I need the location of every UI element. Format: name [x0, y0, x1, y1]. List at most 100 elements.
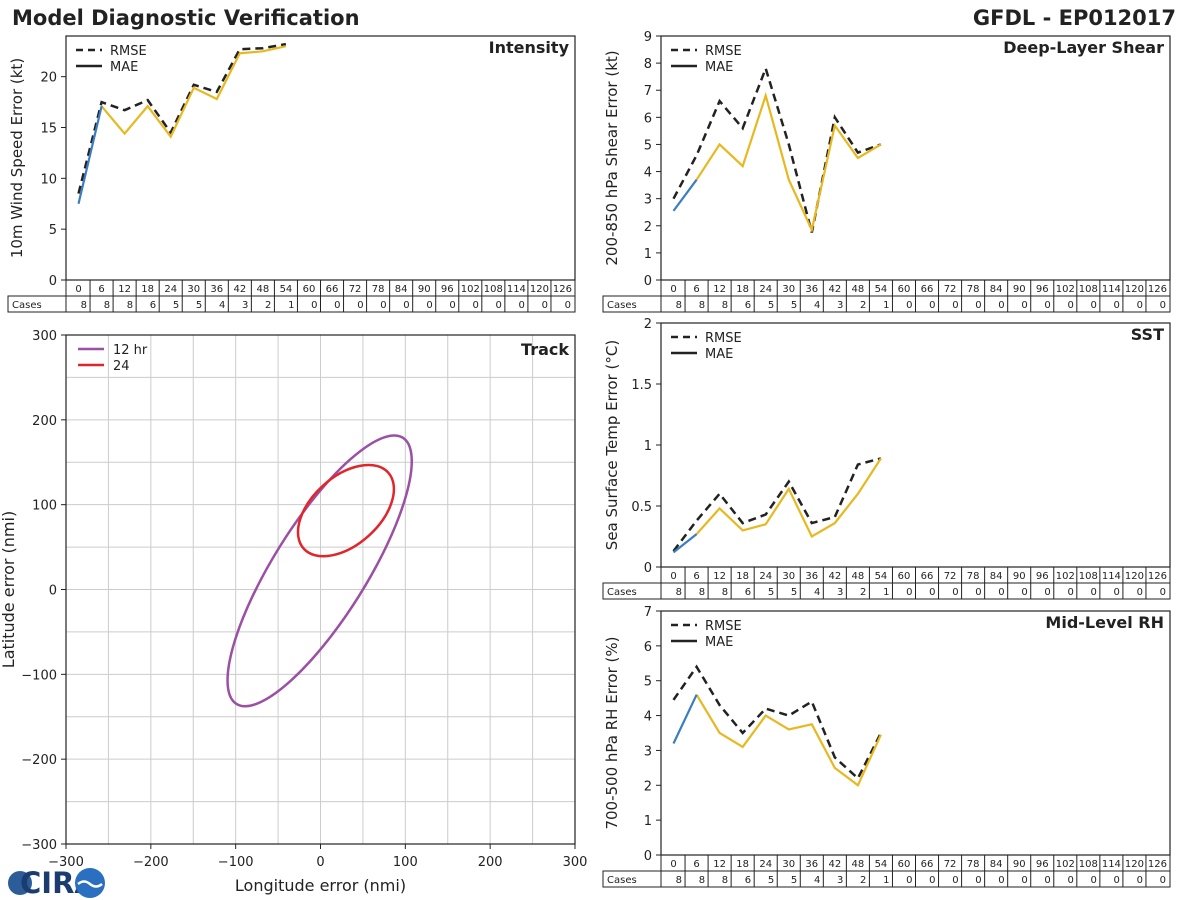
panel-title: Track [521, 340, 569, 359]
forecast-hour: 90 [1013, 571, 1026, 582]
case-count: 4 [814, 300, 820, 311]
forecast-hour: 102 [461, 284, 480, 295]
y-tick-label: −100 [21, 668, 57, 683]
y-tick-label: 1 [644, 247, 652, 262]
forecast-hour: 18 [736, 571, 749, 582]
forecast-hour: 42 [828, 571, 841, 582]
y-tick-label: 1 [644, 814, 652, 829]
y-tick-label: 10 [40, 172, 57, 187]
y-tick-label: 0 [644, 849, 652, 864]
y-tick-label: 0 [644, 274, 652, 289]
y-tick-label: 0.5 [631, 500, 652, 515]
forecast-hour: 48 [852, 859, 865, 870]
case-count: 0 [1160, 875, 1166, 886]
legend-mae-label: MAE [705, 60, 733, 75]
forecast-hour: 0 [75, 284, 81, 295]
case-count: 8 [699, 300, 705, 311]
forecast-hour: 102 [1056, 571, 1075, 582]
x-tick-label: −200 [133, 855, 169, 870]
case-count: 0 [1021, 300, 1027, 311]
case-count: 6 [150, 300, 156, 311]
forecast-hour: 120 [1125, 284, 1144, 295]
forecast-hour: 78 [967, 859, 980, 870]
legend-mae-label: MAE [705, 635, 733, 650]
logo-globe-icon [8, 871, 32, 895]
plot-frame [660, 35, 1171, 281]
y-tick-label: 2 [644, 317, 652, 332]
y-tick-label: 3 [644, 744, 652, 759]
case-count: 0 [1090, 300, 1096, 311]
legend-rmse-label: RMSE [110, 44, 147, 59]
case-count: 8 [722, 587, 728, 598]
y-tick-label: 6 [644, 640, 652, 655]
case-count: 8 [676, 300, 682, 311]
forecast-hour: 36 [805, 859, 818, 870]
forecast-hour: 42 [828, 284, 841, 295]
case-count: 0 [1114, 875, 1120, 886]
forecast-hour: 54 [280, 284, 293, 295]
forecast-hour: 78 [967, 284, 980, 295]
case-count: 8 [722, 875, 728, 886]
forecast-hour: 60 [898, 284, 911, 295]
case-count: 5 [768, 587, 774, 598]
forecast-hour: 24 [759, 284, 772, 295]
forecast-hour: 48 [257, 284, 270, 295]
forecast-hour: 18 [141, 284, 154, 295]
case-count: 0 [1044, 300, 1050, 311]
forecast-hour: 72 [944, 859, 957, 870]
case-count: 0 [906, 875, 912, 886]
y-tick-label: 0 [644, 561, 652, 576]
cira-logo: CIRA [8, 866, 105, 900]
y-tick-label: 2 [644, 779, 652, 794]
case-count: 0 [1021, 875, 1027, 886]
forecast-hour: 114 [1102, 284, 1121, 295]
y-tick-label: 2 [644, 220, 652, 235]
track-ellipse-1 [296, 463, 396, 558]
case-count: 5 [768, 300, 774, 311]
forecast-hour: 12 [713, 859, 726, 870]
forecast-hour: 84 [990, 859, 1003, 870]
x-tick-label: 300 [563, 855, 588, 870]
forecast-hour: 126 [1148, 284, 1167, 295]
forecast-hour: 42 [233, 284, 246, 295]
case-count: 0 [311, 300, 317, 311]
plot-frame [660, 322, 1171, 568]
case-count: 0 [998, 587, 1004, 598]
case-count: 0 [975, 875, 981, 886]
y-tick-label: 1 [644, 439, 652, 454]
case-count: 0 [1044, 587, 1050, 598]
legend-rmse-label: RMSE [705, 44, 742, 59]
series-mae-line [695, 91, 882, 234]
case-count: 2 [265, 300, 271, 311]
case-count: 0 [542, 300, 548, 311]
forecast-hour: 102 [1056, 859, 1075, 870]
forecast-hour: 72 [944, 284, 957, 295]
case-count: 0 [519, 300, 525, 311]
y-tick-label: 0 [49, 584, 57, 599]
plot-frame [660, 610, 1171, 856]
cases-label: Cases [607, 587, 637, 598]
y-tick-label: 7 [644, 605, 652, 620]
case-count: 3 [242, 300, 248, 311]
forecast-hour: 126 [1148, 859, 1167, 870]
forecast-hour: 18 [736, 284, 749, 295]
track-ellipse-0 [226, 434, 414, 708]
forecast-hour: 0 [670, 571, 676, 582]
case-count: 0 [1160, 587, 1166, 598]
case-count: 0 [1021, 587, 1027, 598]
y-tick-label: 9 [644, 30, 652, 45]
case-count: 0 [380, 300, 386, 311]
case-count: 0 [1067, 300, 1073, 311]
cases-label-cell [602, 295, 662, 313]
y-axis-label: Latitude error (nmi) [0, 511, 18, 668]
y-tick-label: 5 [644, 138, 652, 153]
forecast-hour: 30 [782, 859, 795, 870]
series-mae-first-segment [672, 533, 698, 554]
forecast-hour: 120 [1125, 859, 1144, 870]
case-count: 0 [1044, 875, 1050, 886]
case-count: 0 [472, 300, 478, 311]
case-count: 5 [173, 300, 179, 311]
case-count: 8 [104, 300, 110, 311]
y-tick-label: 0 [49, 274, 57, 289]
